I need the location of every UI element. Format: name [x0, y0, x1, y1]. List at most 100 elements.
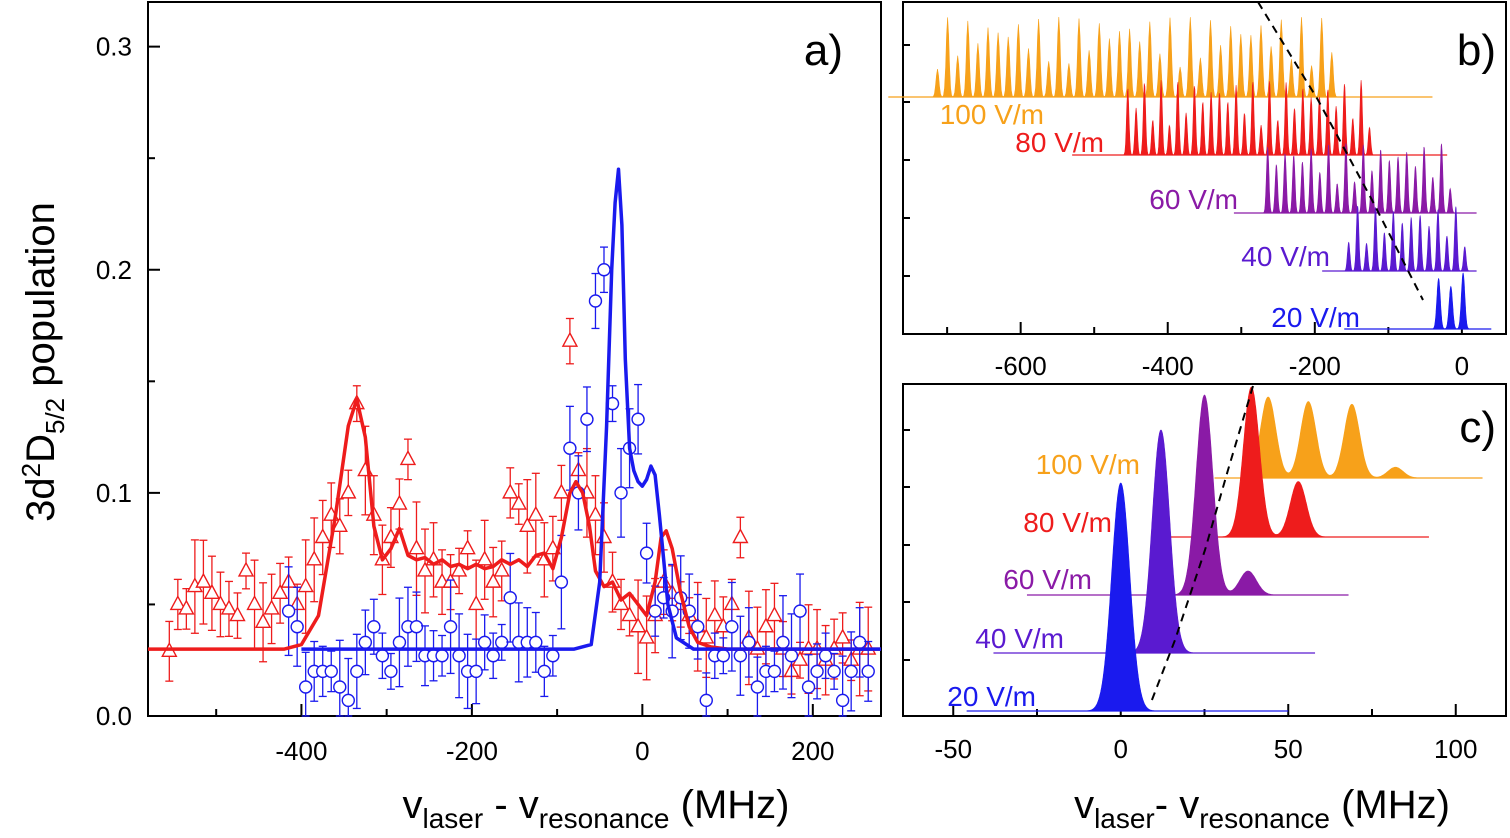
red-triangle-point: [612, 578, 630, 631]
triangle-marker: [485, 572, 502, 588]
blue-circle-point: [452, 613, 466, 699]
blue-circle-point: [503, 552, 517, 643]
blue-circle-point: [614, 447, 628, 538]
red-triangle-point: [408, 501, 425, 596]
circle-marker: [333, 680, 347, 694]
panel-c-xtick: 0: [1114, 734, 1128, 764]
blue-circle-point: [861, 640, 875, 702]
red-triangle-point: [519, 479, 536, 574]
panel-c-label: c): [1459, 403, 1496, 452]
triangle-marker: [459, 539, 476, 555]
triangle-marker: [212, 594, 229, 611]
circle-marker: [725, 620, 739, 634]
circle-marker: [784, 649, 799, 663]
panel-b-label: b): [1457, 26, 1496, 75]
circle-marker: [818, 649, 833, 663]
panel-c-field-label: 20 V/m: [947, 681, 1036, 712]
circle-marker: [529, 635, 543, 650]
circle-marker: [392, 635, 407, 650]
red-triangle-point: [306, 517, 323, 603]
triangle-marker: [416, 561, 434, 577]
blue-circle-point: [435, 634, 449, 677]
triangle-marker: [595, 528, 613, 544]
blue-circle-point: [639, 522, 654, 584]
panel-b-xtick: -200: [1289, 351, 1341, 381]
blue-circle-point: [631, 383, 645, 455]
panel-c-xtick: 50: [1274, 734, 1303, 764]
panel-a-ylabel: 3d2D5/2 population: [16, 202, 70, 522]
circle-marker: [563, 441, 577, 455]
triangle-marker: [766, 606, 783, 622]
triangle-marker: [237, 561, 255, 577]
blue-circle-point: [537, 645, 552, 698]
blue-circle-point: [742, 607, 756, 678]
panel-a-ytick: 0.0: [96, 701, 132, 731]
red-triangle-point: [220, 580, 238, 638]
triangle-marker: [331, 516, 348, 533]
spectrum-fill: [1080, 482, 1161, 712]
red-triangle-point: [212, 571, 229, 638]
panel-a-xtick: 200: [791, 736, 834, 766]
blue-circle-point: [597, 246, 611, 294]
red-triangle-point: [698, 597, 715, 679]
spectrum-4: [1344, 272, 1492, 330]
blue-circle-point: [818, 632, 833, 680]
blue-circle-point: [852, 607, 867, 678]
circle-marker: [537, 664, 552, 679]
blue-circle-point: [750, 656, 765, 717]
triangle-marker: [510, 494, 527, 510]
blue-circle-point: [281, 566, 296, 657]
triangle-marker: [178, 599, 195, 615]
triangle-marker: [757, 617, 775, 633]
spectrum-2: [1233, 143, 1477, 214]
red-triangle-point: [502, 467, 519, 519]
circle-marker: [793, 604, 807, 618]
blue-circle-point: [477, 614, 492, 671]
red-triangle-point: [459, 530, 476, 568]
red-triangle-point: [195, 539, 212, 625]
triangle-marker: [502, 483, 519, 499]
blue-circle-point: [827, 652, 841, 690]
panel-c-xtick: 100: [1434, 734, 1477, 764]
panel-c-field-label: 40 V/m: [975, 623, 1064, 654]
circle-marker: [469, 664, 483, 679]
blue-circle-point: [725, 581, 739, 672]
panel-a-xtick: -400: [275, 736, 327, 766]
circle-marker: [716, 649, 731, 663]
blue-circle-point: [580, 386, 594, 453]
spectrum-fill: [1123, 80, 1374, 156]
blue-circle-point: [409, 591, 424, 663]
circle-marker: [486, 649, 500, 663]
circle-marker: [597, 263, 611, 277]
red-triangle-point: [467, 559, 485, 650]
spectrum-2: [1026, 394, 1349, 596]
spectrum-fill: [1263, 143, 1455, 214]
circle-marker: [435, 649, 449, 663]
triangle-marker: [706, 606, 723, 622]
triangle-marker: [612, 594, 630, 611]
blue-circle-point: [588, 272, 603, 330]
red-triangle-point: [391, 478, 408, 530]
blue-circle-point: [333, 639, 347, 717]
triangle-marker: [732, 528, 749, 544]
blue-circle-point: [546, 634, 560, 677]
blue-circle-point: [298, 651, 313, 717]
red-triangle-point: [485, 546, 502, 618]
circle-marker: [699, 693, 713, 708]
triangle-marker: [450, 561, 468, 577]
red-triangle-point: [246, 559, 263, 650]
red-triangle-point: [178, 587, 195, 630]
panel-a-frame: [147, 1, 882, 717]
triangle-marker: [519, 516, 536, 533]
blue-circle-point: [699, 672, 713, 717]
panel-b-frame: [902, 1, 1507, 335]
blue-circle-point: [835, 655, 850, 717]
red-triangle-point: [766, 582, 783, 649]
red-triangle-point: [629, 579, 647, 675]
triangle-marker: [698, 628, 715, 644]
panel-a-xtick: -200: [446, 736, 498, 766]
circle-marker: [358, 635, 373, 650]
triangle-marker: [297, 577, 314, 593]
blue-circle-point: [554, 534, 569, 630]
circle-marker: [767, 664, 782, 679]
